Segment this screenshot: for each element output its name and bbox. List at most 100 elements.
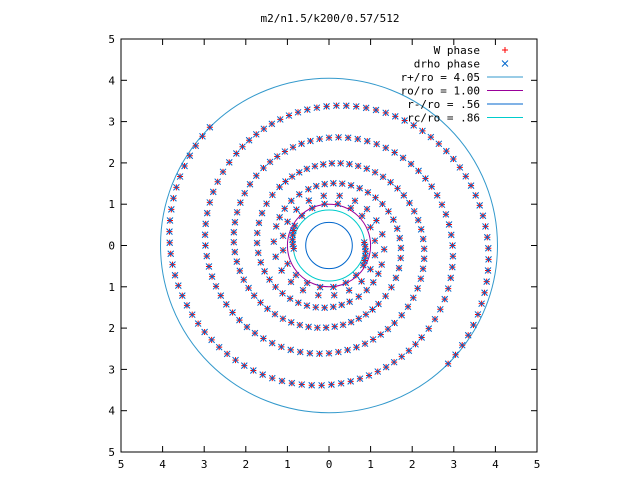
phase-point-45	[397, 254, 405, 262]
phase-point-193	[329, 303, 337, 311]
phase-point-291	[362, 104, 370, 112]
phase-point-121	[374, 368, 382, 375]
phase-point-237	[414, 285, 421, 292]
phase-point-206	[253, 229, 261, 237]
phase-point-188	[369, 279, 377, 286]
phase-point-242	[384, 325, 392, 333]
phase-point-120	[382, 363, 390, 371]
phase-point-226	[394, 185, 401, 192]
phase-point-104	[445, 221, 453, 228]
phase-point-284	[294, 108, 302, 116]
phase-point-173	[284, 260, 291, 268]
phase-point-245	[361, 340, 369, 348]
phase-point-91	[354, 135, 362, 143]
phase-point-257	[251, 329, 259, 337]
phase-point-47	[392, 274, 400, 282]
x-tick-label: 2	[242, 458, 249, 471]
phase-point-207	[255, 219, 263, 227]
phase-point-321	[444, 360, 452, 368]
phase-point-277	[239, 143, 246, 151]
phase-point-48	[388, 283, 395, 291]
phase-point-148	[167, 250, 175, 258]
phase-point-235	[419, 265, 427, 273]
phase-point-132	[268, 374, 276, 382]
phase-point-119	[390, 358, 398, 366]
phase-point-67	[245, 284, 252, 292]
phase-point-26	[276, 213, 283, 221]
phase-point-234	[420, 255, 428, 263]
y-tick-label: 5	[108, 33, 115, 46]
phase-point-306	[476, 202, 484, 209]
phase-point-37	[364, 189, 372, 196]
phase-point-159	[199, 132, 206, 140]
phase-point-179	[320, 192, 328, 200]
circle-2	[305, 221, 353, 270]
phase-point-56	[331, 323, 339, 331]
phase-point-99	[422, 175, 429, 182]
phase-point-71	[231, 248, 239, 256]
phase-point-75	[233, 208, 241, 216]
phase-point-112	[436, 305, 444, 313]
phase-point-244	[369, 336, 377, 343]
phase-point-136	[232, 356, 239, 364]
circle-0	[160, 77, 498, 414]
phase-point-200	[272, 283, 279, 291]
phase-point-316	[474, 311, 482, 318]
phase-point-12	[367, 223, 374, 231]
phase-point-241	[391, 319, 398, 327]
phase-point-107	[449, 252, 457, 260]
phase-point-147	[169, 261, 176, 268]
phase-point-9	[334, 200, 342, 208]
phase-point-157	[186, 152, 194, 160]
phase-point-101	[433, 192, 441, 199]
phase-point-247	[344, 346, 351, 354]
phase-point-81	[266, 158, 274, 166]
phase-point-145	[174, 282, 182, 289]
phase-point-78	[246, 180, 254, 188]
phase-point-117	[405, 347, 413, 355]
phase-point-87	[316, 135, 323, 143]
phase-point-167	[352, 271, 360, 279]
phase-point-251	[306, 349, 314, 357]
phase-point-233	[420, 245, 428, 253]
phase-point-280	[260, 125, 268, 133]
phase-point-115	[418, 334, 426, 341]
phase-point-23	[272, 253, 280, 261]
x-tick-label: 4	[159, 458, 166, 471]
phase-point-63	[271, 310, 279, 318]
phase-point-106	[449, 242, 456, 249]
phase-point-82	[273, 153, 281, 160]
legend-marker	[502, 47, 508, 53]
phase-point-4	[290, 227, 297, 234]
phase-point-239	[404, 303, 412, 311]
phase-point-218	[328, 160, 336, 167]
phase-point-155	[176, 173, 184, 180]
phase-point-89	[335, 133, 342, 141]
phase-point-175	[279, 232, 287, 240]
phase-point-232	[419, 235, 427, 243]
phase-point-194	[321, 304, 328, 312]
phase-point-153	[170, 194, 177, 202]
x-tick-label: 3	[450, 458, 457, 471]
phase-point-8	[321, 200, 328, 208]
phase-point-287	[323, 102, 330, 110]
phase-point-176	[284, 218, 291, 226]
x-tick-label: 3	[201, 458, 208, 471]
phase-point-304	[467, 182, 475, 189]
x-tick-label: 5	[534, 458, 541, 471]
phase-point-52	[362, 311, 370, 318]
phase-point-50	[375, 300, 382, 308]
phase-point-222	[363, 165, 371, 173]
phase-point-214	[295, 169, 303, 176]
phase-point-35	[347, 181, 355, 189]
phase-point-156	[181, 162, 188, 170]
phase-point-92	[363, 137, 371, 145]
phase-point-40	[385, 208, 392, 215]
x-tick-label: 4	[492, 458, 499, 471]
phase-point-168	[342, 279, 350, 287]
phase-point-256	[260, 335, 267, 342]
phase-point-13	[371, 237, 379, 245]
phase-point-309	[483, 233, 491, 241]
phase-point-21	[287, 278, 295, 286]
